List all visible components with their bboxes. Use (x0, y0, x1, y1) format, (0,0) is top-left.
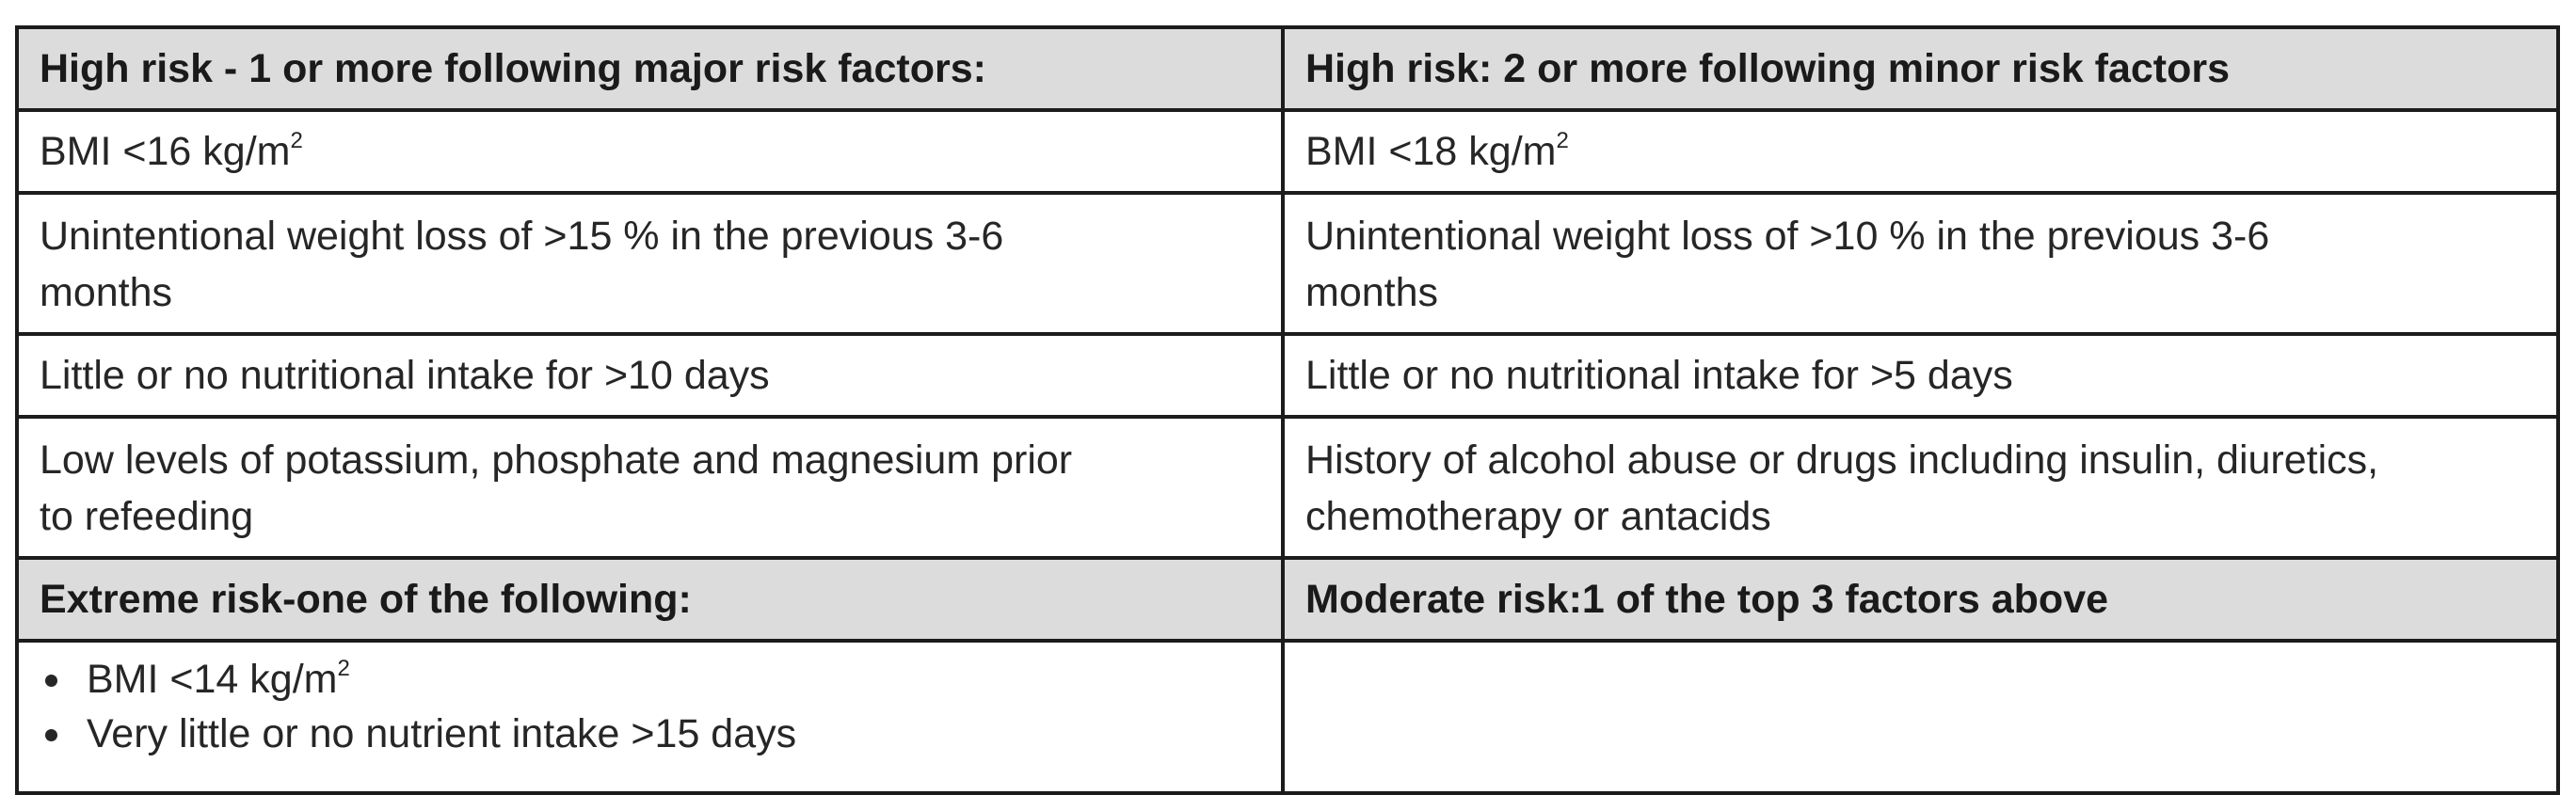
cell-extreme-risk-list: BMI <14 kg/m2 Very little or no nutrient… (15, 639, 1285, 795)
cell-text: BMI <18 kg/m (1305, 129, 1557, 174)
refeeding-risk-table-container: High risk - 1 or more following major ri… (15, 25, 2560, 795)
bullet-icon (45, 729, 57, 741)
subheader-moderate-risk: Moderate risk:1 of the top 3 factors abo… (1281, 556, 2560, 643)
cell-minor-bmi: BMI <18 kg/m2 (1281, 108, 2560, 195)
table-row: Little or no nutritional intake for >10 … (15, 332, 2560, 419)
cell-minor-weight-loss: Unintentional weight loss of >10 % in th… (1281, 191, 2560, 336)
cell-major-weight-loss: Unintentional weight loss of >15 % in th… (15, 191, 1285, 336)
table-row: Unintentional weight loss of >15 % in th… (15, 191, 2560, 336)
list-item: BMI <14 kg/m2 (40, 652, 1260, 707)
cell-line: Unintentional weight loss of >10 % in th… (1305, 214, 2270, 259)
list-item-text: Very little or no nutrient intake >15 da… (87, 711, 797, 756)
list-item-text: BMI <14 kg/m (87, 657, 338, 702)
bullet-icon (45, 675, 57, 687)
cell-line: months (1305, 270, 1439, 315)
cell-line: to refeeding (40, 494, 254, 539)
cell-minor-intake: Little or no nutritional intake for >5 d… (1281, 332, 2560, 419)
subheader-extreme-risk: Extreme risk-one of the following: (15, 556, 1285, 643)
table-subheader-row: Extreme risk-one of the following: Moder… (15, 556, 2560, 643)
cell-line: Low levels of potassium, phosphate and m… (40, 437, 1073, 483)
refeeding-risk-table: High risk - 1 or more following major ri… (15, 25, 2560, 795)
superscript: 2 (337, 656, 350, 681)
cell-line: History of alcohol abuse or drugs includ… (1305, 437, 2379, 483)
header-major-risk-factors: High risk - 1 or more following major ri… (15, 25, 1285, 112)
cell-moderate-risk-empty (1281, 639, 2560, 795)
cell-line: months (40, 270, 173, 315)
bullet-list: BMI <14 kg/m2 Very little or no nutrient… (40, 652, 1260, 761)
table-row: Low levels of potassium, phosphate and m… (15, 415, 2560, 560)
superscript: 2 (1556, 128, 1569, 153)
cell-minor-history: History of alcohol abuse or drugs includ… (1281, 415, 2560, 560)
cell-text: BMI <16 kg/m (40, 129, 291, 174)
cell-major-electrolytes: Low levels of potassium, phosphate and m… (15, 415, 1285, 560)
cell-major-bmi: BMI <16 kg/m2 (15, 108, 1285, 195)
table-row: BMI <14 kg/m2 Very little or no nutrient… (15, 639, 2560, 795)
cell-line: chemotherapy or antacids (1305, 494, 1771, 539)
header-minor-risk-factors: High risk: 2 or more following minor ris… (1281, 25, 2560, 112)
cell-line: Unintentional weight loss of >15 % in th… (40, 214, 1004, 259)
list-item: Very little or no nutrient intake >15 da… (40, 707, 1260, 761)
table-row: BMI <16 kg/m2 BMI <18 kg/m2 (15, 108, 2560, 195)
table-header-row: High risk - 1 or more following major ri… (15, 25, 2560, 112)
superscript: 2 (290, 128, 303, 153)
cell-major-intake: Little or no nutritional intake for >10 … (15, 332, 1285, 419)
